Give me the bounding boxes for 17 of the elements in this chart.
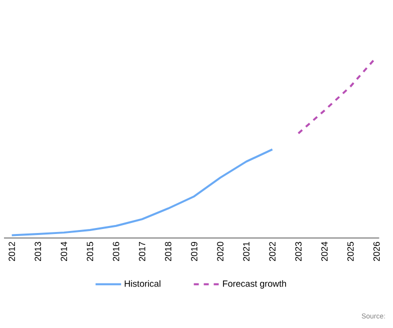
x-tick-label: 2019 [191, 242, 198, 262]
x-tick-label: 2014 [60, 242, 68, 262]
x-tick-label: 2024 [321, 242, 328, 262]
legend-label: Forecast growth [223, 280, 286, 289]
x-tick-label: 2021 [243, 242, 250, 262]
x-tick-label: 2020 [217, 242, 224, 262]
x-tick-label: 2018 [164, 242, 172, 262]
x-tick-label: 2022 [269, 242, 276, 262]
x-tick-label: 2026 [373, 242, 380, 262]
x-tick-label: 2012 [8, 242, 15, 262]
x-tick-label: 2016 [112, 242, 120, 262]
x-tick-label: 2015 [86, 242, 94, 262]
x-tick-label: 2013 [34, 242, 42, 262]
x-tick-label: 2023 [295, 242, 302, 262]
legend-label: Historical [124, 280, 160, 287]
x-tick-label: 2025 [347, 242, 354, 262]
x-tick-label: 2017 [138, 242, 146, 262]
